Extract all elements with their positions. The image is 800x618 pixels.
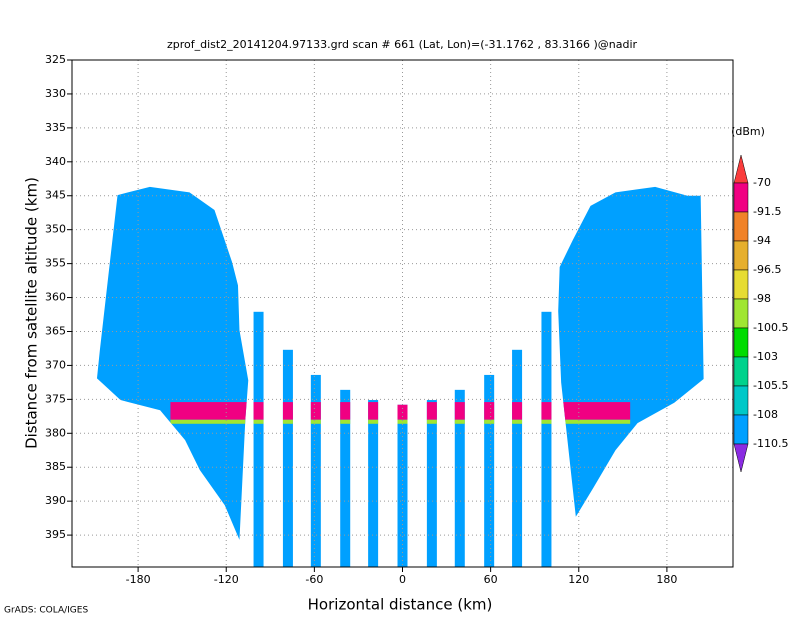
colorbar-cap [733, 154, 749, 184]
swath-stripe [253, 311, 264, 567]
x-tick-label: 120 [568, 573, 589, 586]
colorbar-box [733, 298, 749, 329]
colorbar-label: (dBm) [731, 125, 765, 138]
colorbar-box [733, 385, 749, 416]
swath-wing [96, 186, 249, 540]
y-tick-label: 355 [45, 257, 66, 270]
colorbar-box [733, 269, 749, 300]
footer: GrADS: COLA/IGES [4, 606, 88, 616]
band [170, 402, 631, 420]
colorbar-tick-label: -100.5 [753, 321, 788, 334]
swath-stripe [541, 311, 552, 567]
colorbar-tick-label: -70 [753, 176, 771, 189]
x-tick-label: -180 [126, 573, 151, 586]
x-tick-label: 60 [484, 573, 498, 586]
x-tick-label: -60 [305, 573, 323, 586]
swath-stripe [340, 389, 351, 567]
y-tick-label: 385 [45, 460, 66, 473]
swath-stripe [426, 400, 437, 567]
colorbar-tick-label: -103 [753, 350, 778, 363]
y-tick-label: 360 [45, 291, 66, 304]
x-tick-label: -120 [214, 573, 239, 586]
swath-stripe [512, 349, 523, 567]
y-tick-label: 345 [45, 189, 66, 202]
colorbar-tick-label: -108 [753, 408, 778, 421]
y-tick-label: 375 [45, 392, 66, 405]
colorbar-box [733, 182, 749, 213]
y-tick-label: 395 [45, 528, 66, 541]
plot-frame [71, 59, 734, 568]
colorbar-tick-label: -96.5 [753, 263, 781, 276]
y-tick-label: 350 [45, 223, 66, 236]
colorbar-tick-label: -110.5 [753, 437, 788, 450]
swath-stripe [282, 349, 293, 567]
swath-stripe [454, 389, 465, 567]
colorbar-tick-label: -105.5 [753, 379, 788, 392]
swath-stripe [397, 404, 408, 567]
x-tick-label: 0 [399, 573, 406, 586]
y-tick-label: 370 [45, 358, 66, 371]
colorbar-tick-label: -94 [753, 234, 771, 247]
band-edge [170, 419, 631, 424]
y-tick-label: 325 [45, 53, 66, 66]
colorbar-box [733, 414, 749, 445]
y-axis-label: Distance from satellite altitude (km) [23, 177, 41, 449]
x-axis-label: Horizontal distance (km) [308, 596, 493, 614]
swath-stripe [368, 400, 379, 567]
x-tick-label: 180 [656, 573, 677, 586]
y-tick-label: 390 [45, 494, 66, 507]
y-tick-label: 335 [45, 121, 66, 134]
swath-stripe [484, 374, 495, 567]
colorbar-tick-label: -91.5 [753, 205, 781, 218]
swath-stripe [310, 374, 321, 567]
colorbar-box [733, 240, 749, 271]
y-tick-label: 380 [45, 426, 66, 439]
colorbar-tick-label: -98 [753, 292, 771, 305]
y-tick-label: 330 [45, 87, 66, 100]
swath-wing [558, 186, 704, 517]
colorbar-box [733, 327, 749, 358]
y-tick-label: 340 [45, 155, 66, 168]
colorbar-cap [733, 443, 749, 473]
colorbar-box [733, 211, 749, 242]
colorbar-box [733, 356, 749, 387]
chart-title: zprof_dist2_20141204.97133.grd scan # 66… [167, 38, 638, 51]
y-tick-label: 365 [45, 324, 66, 337]
